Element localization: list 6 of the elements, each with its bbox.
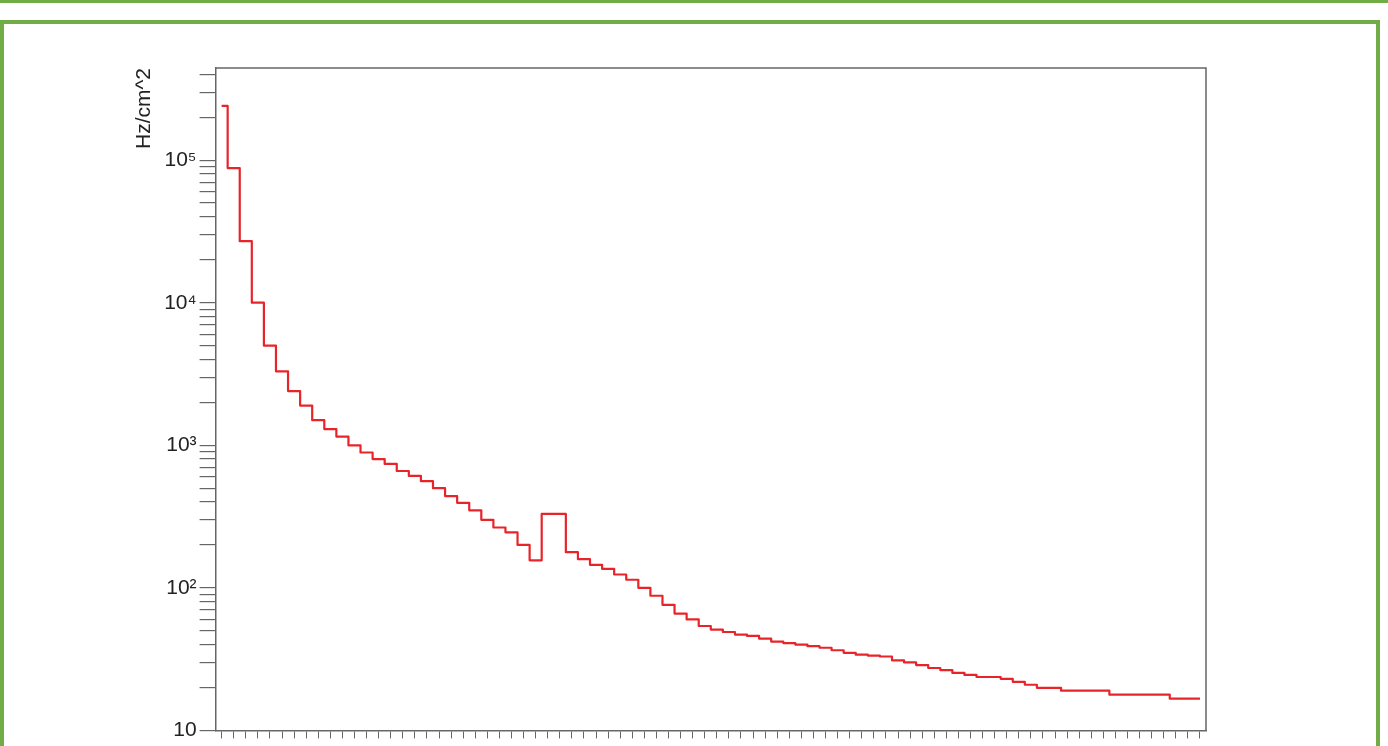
y-tick-label: 10⁴: [164, 289, 197, 313]
y-tick-label: 10³: [166, 432, 197, 456]
y-tick-label: 10: [173, 717, 197, 741]
y-axis-title: Hz/cm^2: [131, 68, 155, 150]
y-tick-label: 10²: [166, 574, 197, 598]
y-tick-label: 10⁵: [164, 146, 197, 170]
